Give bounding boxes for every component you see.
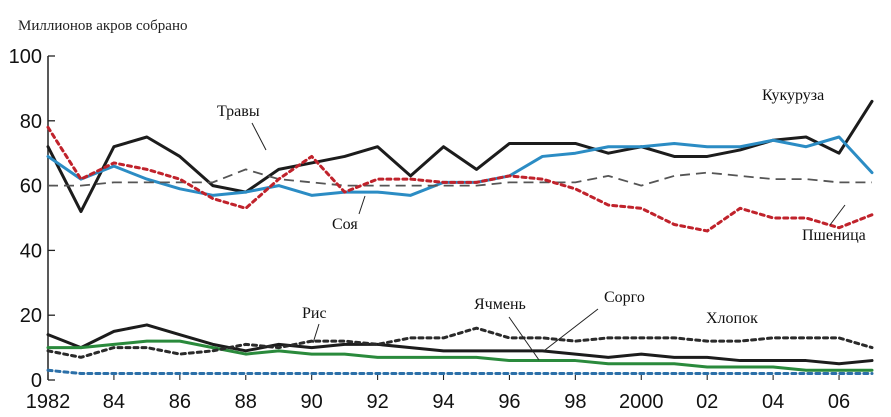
series-line-0 xyxy=(46,99,874,214)
series-labels: Кукуруза Соя Травы Пшеница Рис Ячмень Хлопок Со… xyxy=(217,87,866,361)
y-tick-label: 100 xyxy=(9,46,42,68)
series-label: Хлопок xyxy=(706,310,758,327)
series-group xyxy=(46,99,874,376)
series-label: Кукуруза xyxy=(762,87,824,104)
y-tick-label: 20 xyxy=(20,305,42,327)
series-label: Соя xyxy=(332,216,358,233)
y-tick-label: 40 xyxy=(20,240,42,262)
series-label: Травы xyxy=(217,103,260,120)
series-label: Ячмень xyxy=(474,296,526,313)
y-tick-label: 0 xyxy=(31,370,42,392)
x-tick-label: 06 xyxy=(828,391,850,413)
x-tick-label: 90 xyxy=(301,391,323,413)
series-label-leader xyxy=(508,316,540,361)
series-line-1 xyxy=(46,135,874,197)
series-label: Рис xyxy=(302,305,327,322)
series-line-4 xyxy=(46,323,874,366)
x-tick-label: 04 xyxy=(762,391,784,413)
x-tick-label: 92 xyxy=(366,391,388,413)
series-label-leader xyxy=(312,323,320,344)
x-tick-label: 84 xyxy=(103,391,125,413)
series-label-leader xyxy=(829,204,846,226)
series-label: Пшеница xyxy=(802,227,866,244)
x-tick-label: 98 xyxy=(564,391,586,413)
x-tick-label: 88 xyxy=(235,391,257,413)
x-axis-ticks: 1982 84 86 88 90 92 94 96 98 2000 02 04 06 xyxy=(26,375,850,413)
x-tick-label: 86 xyxy=(169,391,191,413)
series-line-5 xyxy=(46,339,874,372)
x-tick-label: 2000 xyxy=(619,391,664,413)
x-tick-label: 96 xyxy=(498,391,520,413)
series-label-leader xyxy=(544,308,599,351)
x-tick-label: 94 xyxy=(432,391,454,413)
series-line-6 xyxy=(46,326,874,359)
series-label-leader xyxy=(251,122,267,151)
series-label-leader xyxy=(358,195,366,215)
y-tick-label: 80 xyxy=(20,111,42,133)
series-label: Сорго xyxy=(604,289,645,306)
x-tick-label: 02 xyxy=(696,391,718,413)
x-tick-label: 1982 xyxy=(26,391,71,413)
y-axis-ticks: 0 20 40 60 80 100 xyxy=(9,46,55,392)
series-line-3 xyxy=(46,125,874,233)
series-line-7 xyxy=(46,368,874,376)
y-tick-label: 60 xyxy=(20,176,42,198)
y-axis-label: Миллионов акров собрано xyxy=(18,18,187,34)
